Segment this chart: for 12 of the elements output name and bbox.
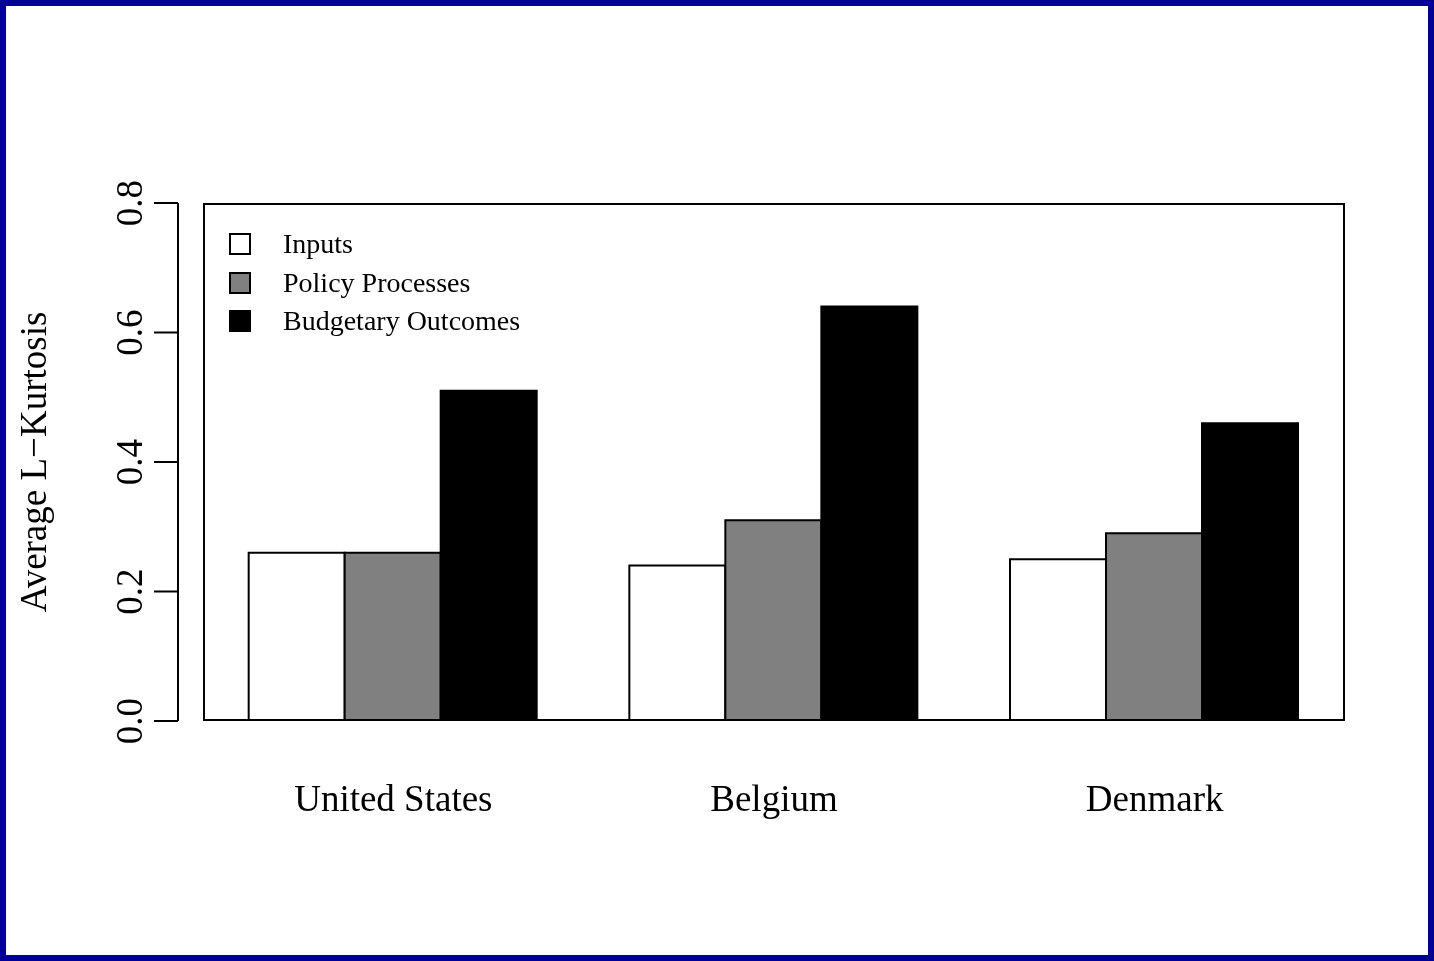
- y-tick-label: 0.4: [109, 438, 150, 486]
- legend-label: Inputs: [283, 228, 353, 261]
- y-tick-label: 0.6: [109, 309, 150, 356]
- y-tick-label: 0.2: [109, 568, 150, 615]
- legend-label: Policy Processes: [283, 266, 471, 299]
- legend-label: Budgetary Outcomes: [283, 305, 521, 338]
- x-tick-label: United States: [294, 778, 493, 819]
- y-axis-title: Average L−Kurtosis: [13, 311, 55, 613]
- x-tick-label: Denmark: [1085, 778, 1224, 819]
- x-tick-label: Belgium: [710, 778, 838, 819]
- y-tick-label: 0.0: [109, 697, 150, 745]
- y-tick-label: 0.8: [109, 179, 150, 227]
